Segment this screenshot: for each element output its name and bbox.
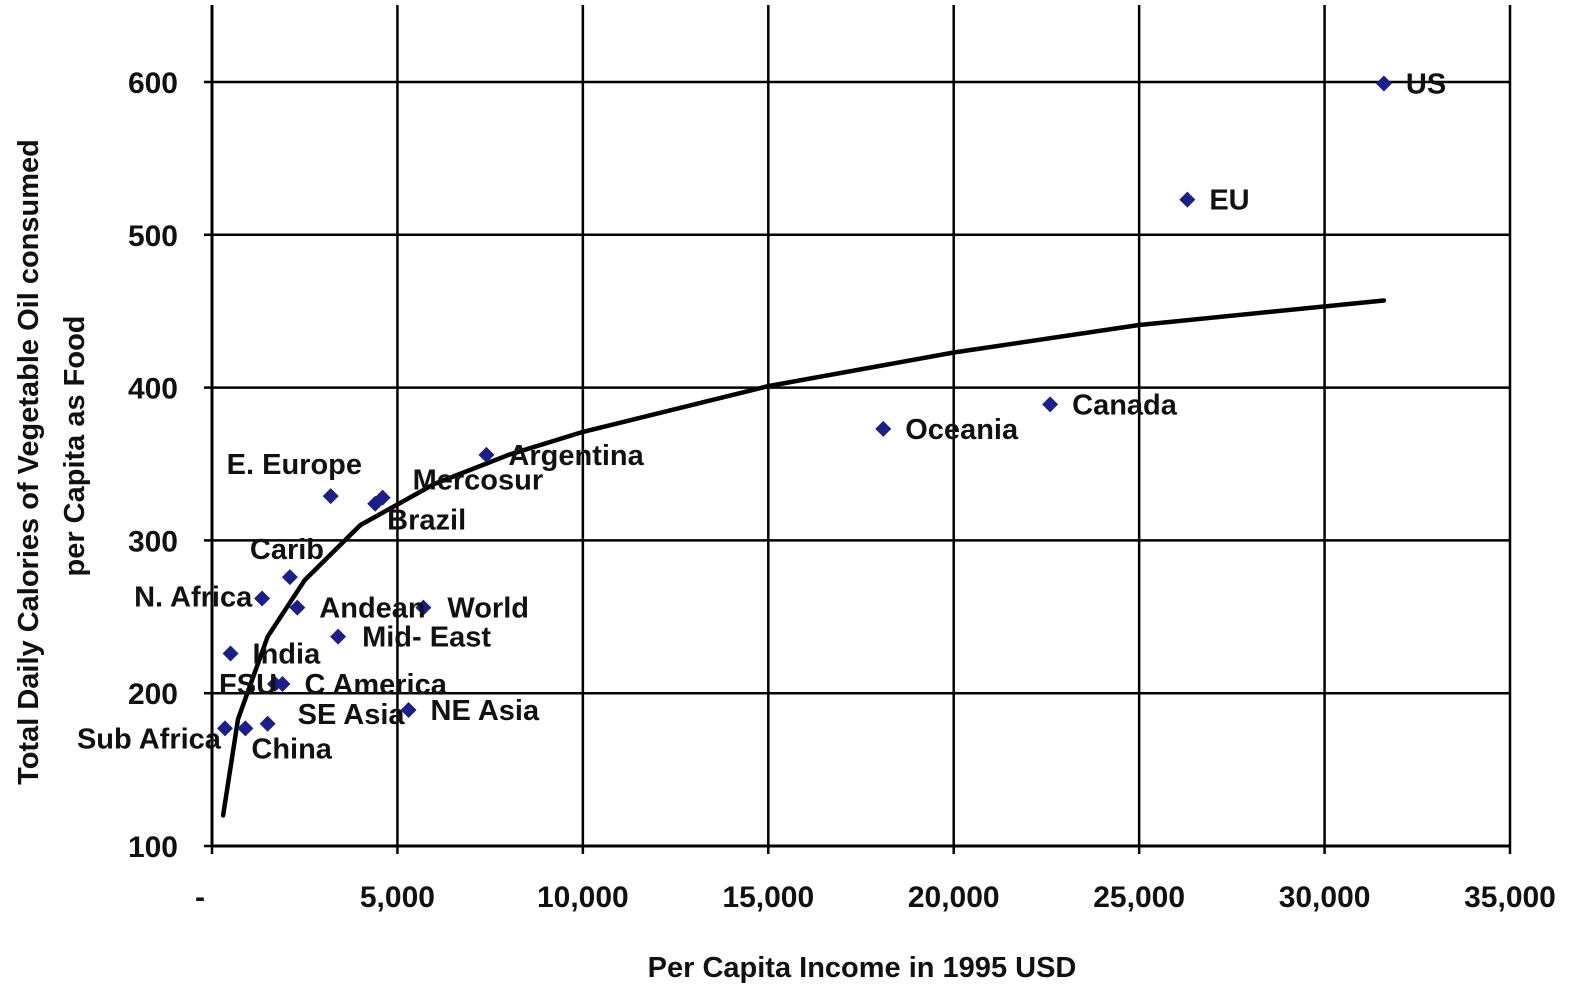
point-label-eu: EU	[1209, 185, 1249, 217]
x-tick-label: 25,000	[1093, 881, 1185, 914]
x-axis-title: Per Capita Income in 1995 USD	[648, 952, 1077, 984]
point-label-carib: Carib	[250, 534, 324, 566]
data-point-canada	[1042, 396, 1059, 413]
data-point-ne-asia	[400, 702, 417, 719]
y-tick-label: 300	[128, 525, 178, 558]
x-tick-label: 20,000	[908, 881, 1000, 914]
point-label-sub-africa: Sub Africa	[77, 723, 222, 755]
y-tick-label: 400	[128, 373, 178, 406]
point-label-india: India	[253, 638, 322, 670]
x-tick-label: 10,000	[537, 881, 629, 914]
point-label-us: US	[1406, 69, 1446, 101]
data-point-carib	[281, 569, 298, 586]
point-label-china: China	[251, 733, 332, 765]
point-label-fsu: FSU	[219, 669, 277, 701]
point-label-canada: Canada	[1072, 389, 1178, 421]
data-point-us	[1375, 75, 1392, 92]
data-point-mid-east	[330, 628, 347, 645]
point-label-n-africa: N. Africa	[134, 581, 253, 613]
data-point-brazil	[367, 495, 384, 512]
point-label-c-america: C America	[304, 669, 447, 701]
point-labels: US EU Canada Oceania Argentina E. Europe Merco…	[77, 69, 1446, 766]
y-axis-title-group-2: per Capita as Food	[59, 315, 91, 576]
data-point-se-asia	[259, 715, 276, 732]
point-label-e-europe: E. Europe	[227, 449, 362, 481]
data-point-world	[415, 599, 432, 616]
data-point-andean	[289, 599, 306, 616]
data-point-eu	[1179, 191, 1196, 208]
point-label-brazil: Brazil	[387, 505, 466, 537]
point-label-ne-asia: NE Asia	[431, 695, 540, 727]
point-label-oceania: Oceania	[905, 414, 1019, 446]
point-label-se-asia: SE Asia	[298, 699, 406, 731]
data-point-argentina	[478, 446, 495, 463]
trendline-group	[220, 298, 1387, 818]
x-axis-ticks: - 5,000 10,000 15,000 20,000 25,000 30,000 35,0…	[195, 881, 1556, 914]
data-point-n-africa	[254, 590, 271, 607]
x-tick-label: 35,000	[1464, 881, 1556, 914]
data-point-china	[237, 720, 254, 737]
data-points	[216, 75, 1392, 737]
data-point-c-america	[274, 676, 291, 693]
point-label-mercosur: Mercosur	[413, 465, 544, 497]
y-tick-label: 500	[128, 220, 178, 253]
point-label-mid-east: Mid- East	[362, 622, 491, 654]
point-label-world: World	[447, 593, 529, 625]
data-point-e-europe	[322, 488, 339, 505]
y-tick-label: 600	[128, 67, 178, 100]
y-tick-label: 200	[128, 678, 178, 711]
y-axis-ticks: 100 200 300 400 500 600	[128, 67, 178, 864]
x-tick-label: 5,000	[360, 881, 435, 914]
y-axis-title-line-1: Total Daily Calories of Vegetable Oil co…	[13, 139, 45, 785]
data-point-sub-africa	[216, 720, 233, 737]
y-axis-title-group: Total Daily Calories of Vegetable Oil co…	[13, 139, 45, 785]
trendline	[220, 298, 1387, 818]
data-point-oceania	[875, 420, 892, 437]
data-point-india	[222, 645, 239, 662]
point-label-argentina: Argentina	[508, 440, 644, 472]
x-tick-label: 15,000	[722, 881, 814, 914]
point-label-andean: Andean	[319, 593, 425, 625]
x-tick-label: 30,000	[1279, 881, 1371, 914]
grid-lines	[204, 5, 1512, 854]
y-axis-title-line-2: per Capita as Food	[59, 315, 91, 576]
y-tick-label: 100	[128, 831, 178, 864]
x-tick-label: -	[195, 881, 205, 914]
